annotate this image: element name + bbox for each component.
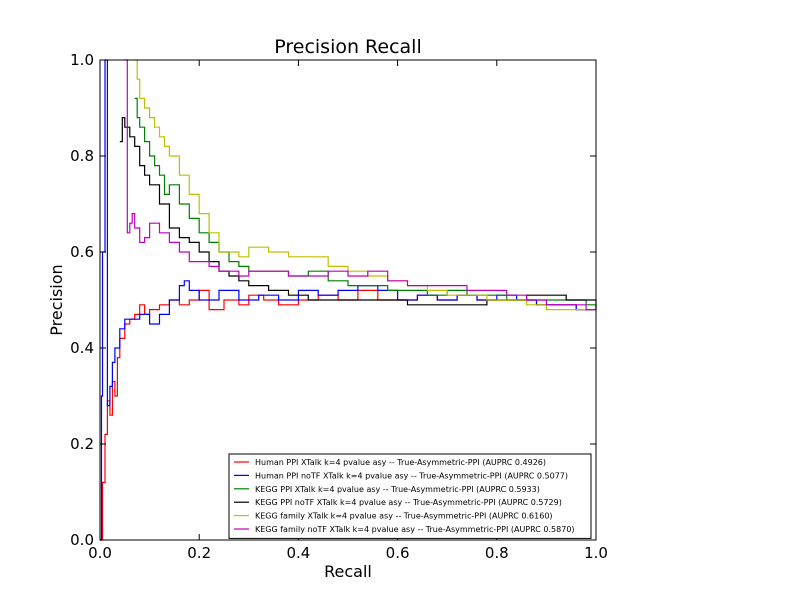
x-tick-label: 1.0 [584,544,608,562]
legend: Human PPI XTalk k=4 pvalue asy -- True-A… [228,453,592,539]
legend-label-2: Human PPI noTF XTalk k=4 pvalue asy -- T… [255,471,568,480]
series-layer [100,59,597,541]
y-tick-label: 0.2 [70,435,94,453]
x-tick-label: 0.0 [88,544,112,562]
y-tick-label: 0.8 [70,147,94,165]
chart-title: Precision Recall [274,36,422,58]
legend-label-3: KEGG PPI XTalk k=4 pvalue asy -- True-As… [255,485,540,494]
plot-frame [99,59,597,541]
x-axis-title: Recall [324,562,372,581]
series-line-6 [124,59,596,311]
y-tick-label: 0.0 [70,531,94,549]
legend-label-5: KEGG family XTalk k=4 pvalue asy -- True… [255,512,553,521]
legend-label-4: KEGG PPI noTF XTalk k=4 pvalue asy -- Tr… [255,498,562,507]
x-tick-label: 0.8 [485,544,509,562]
y-tick-label: 1.0 [70,51,94,69]
series-line-2 [100,59,596,541]
x-tick-label: 0.2 [187,544,211,562]
legend-label-6: KEGG family noTF XTalk k=4 pvalue asy --… [255,525,575,534]
y-tick-label: 0.4 [70,339,94,357]
series-line-5 [134,59,596,311]
tick-layer: 0.0 0.2 0.4 0.6 0.8 1.0 0.0 0.2 0.4 0.6 0.8 1.0 [70,51,608,562]
legend-box [228,453,592,539]
legend-label-1: Human PPI XTalk k=4 pvalue asy -- True-A… [255,458,546,467]
y-tick-label: 0.6 [70,243,94,261]
x-tick-label: 0.4 [286,544,310,562]
x-tick-label: 0.6 [386,544,410,562]
series-line-3 [134,97,597,310]
y-axis-title: Precision [47,264,66,335]
series-line-4 [119,117,597,310]
